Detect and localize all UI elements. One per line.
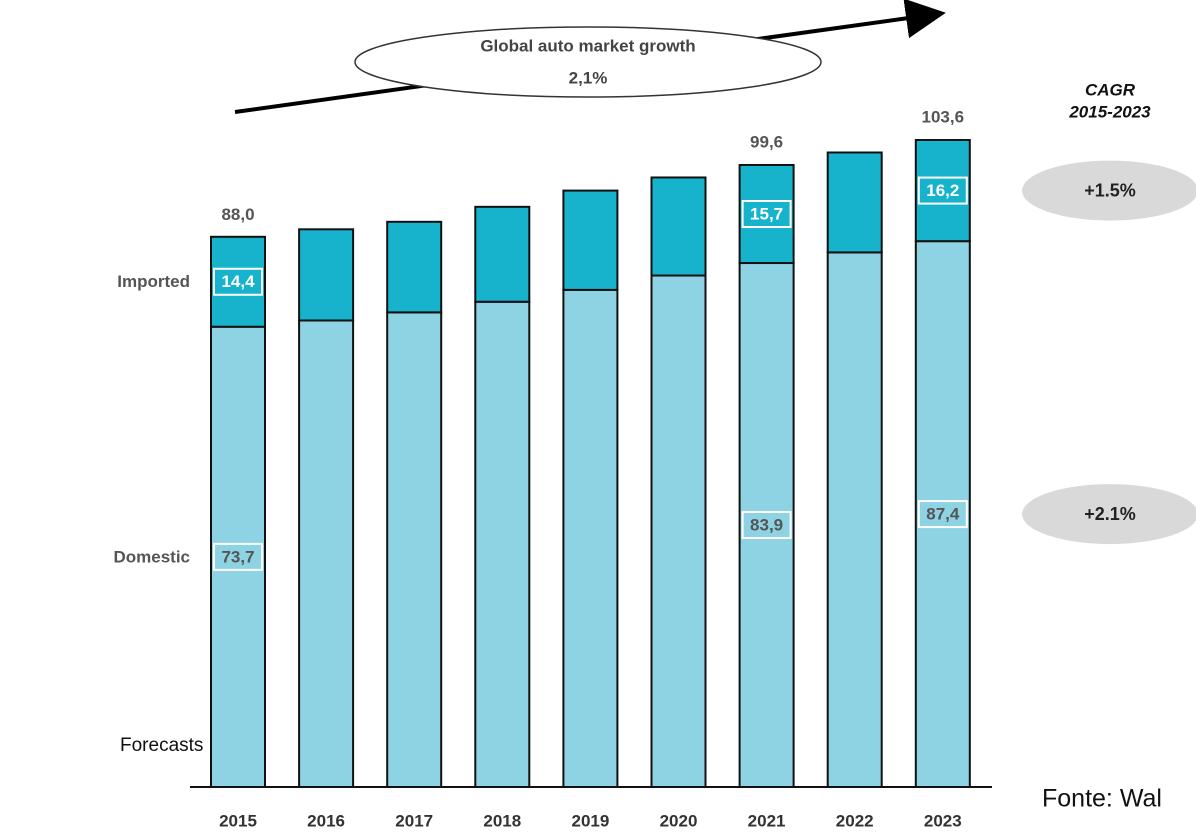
- legend-label: Domestic: [113, 547, 190, 566]
- x-tick-label: 2021: [748, 811, 786, 830]
- x-tick-label: 2019: [571, 811, 609, 830]
- cagr-value: +1.5%: [1084, 180, 1136, 200]
- value-label: 87,4: [926, 505, 960, 524]
- annotation-value: 2,1%: [569, 68, 608, 87]
- value-label: 14,4: [221, 272, 255, 291]
- total-label: 103,6: [922, 107, 965, 126]
- source: Fonte: Wal: [1042, 785, 1162, 813]
- value-label-box: [741, 200, 792, 229]
- value-label-box: [741, 511, 792, 540]
- bar-segment: [474, 205, 531, 303]
- x-tick-label: 2017: [395, 811, 433, 830]
- bar-segment: [298, 319, 355, 788]
- bar-segment: [386, 220, 443, 314]
- x-tick-label: 2020: [660, 811, 698, 830]
- value-label: 83,9: [750, 515, 783, 534]
- x-tick-label: 2016: [307, 811, 345, 830]
- value-label-box: [917, 500, 968, 529]
- x-tick-label: 2018: [483, 811, 521, 830]
- value-label: 16,2: [926, 181, 959, 200]
- bar-segment: [826, 251, 883, 788]
- cagr-title: CAGR: [1085, 80, 1136, 99]
- bar-segment: [562, 189, 619, 291]
- bar-segment: [298, 228, 355, 322]
- value-label-box: [213, 542, 263, 571]
- annotation-ellipse: [354, 26, 822, 98]
- total-label: 88,0: [221, 205, 254, 224]
- x-tick-label: 2023: [924, 811, 962, 830]
- legend-label: Imported: [117, 272, 190, 291]
- cagr-bubble: [1022, 484, 1196, 545]
- value-label-box: [917, 176, 968, 205]
- bar-segment: [562, 288, 619, 788]
- bar-segment: [826, 151, 883, 254]
- value-label: 15,7: [750, 204, 783, 223]
- annotation: Global auto market growth: [480, 36, 695, 55]
- x-tick-label: 2015: [219, 811, 257, 830]
- bar-segment: [650, 176, 707, 277]
- bar-segment: [386, 311, 443, 788]
- value-label: 73,7: [221, 547, 254, 566]
- cagr-value: +2.1%: [1084, 504, 1136, 524]
- x-tick-label: 2022: [836, 811, 874, 830]
- bar-segment: [474, 300, 531, 788]
- note: Forecasts: [120, 735, 203, 756]
- value-label-box: [213, 267, 263, 296]
- bar-segment: [650, 274, 707, 788]
- total-label: 99,6: [750, 132, 783, 151]
- cagr-bubble: [1022, 160, 1196, 221]
- cagr-period: 2015-2023: [1068, 102, 1151, 121]
